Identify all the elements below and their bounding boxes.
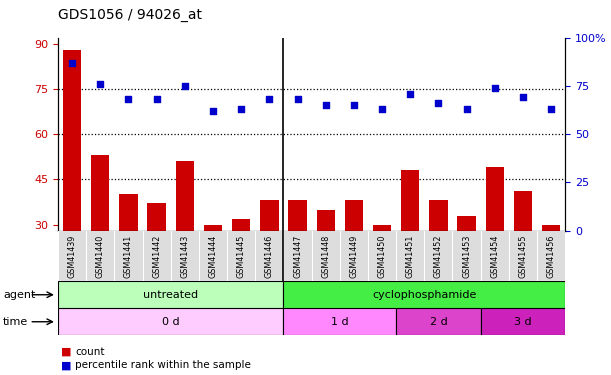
Text: GSM41455: GSM41455: [518, 235, 527, 278]
Bar: [63, 50, 81, 315]
Bar: [486, 167, 504, 315]
Point: [434, 100, 444, 106]
Text: ■: ■: [61, 347, 71, 357]
Text: GSM41442: GSM41442: [152, 235, 161, 278]
Bar: [316, 210, 335, 315]
Text: GSM41456: GSM41456: [547, 235, 555, 278]
Point: [349, 102, 359, 108]
Text: 3 d: 3 d: [514, 317, 532, 327]
Text: GSM41443: GSM41443: [180, 235, 189, 278]
Point: [152, 96, 161, 102]
Text: count: count: [75, 347, 104, 357]
Point: [67, 60, 77, 66]
Text: untreated: untreated: [143, 290, 199, 300]
Bar: [345, 201, 363, 315]
Text: GSM41446: GSM41446: [265, 235, 274, 278]
Text: time: time: [3, 317, 28, 327]
Text: GSM41445: GSM41445: [236, 235, 246, 278]
Point: [546, 106, 556, 112]
Point: [180, 83, 189, 89]
Text: 0 d: 0 d: [162, 317, 180, 327]
Bar: [288, 201, 307, 315]
Bar: [232, 219, 251, 315]
Point: [208, 108, 218, 114]
Text: GSM41449: GSM41449: [349, 235, 359, 278]
Bar: [91, 155, 109, 315]
Point: [95, 81, 105, 87]
Text: ■: ■: [61, 360, 71, 370]
Point: [236, 106, 246, 112]
Bar: [396, 308, 481, 335]
Text: GSM41453: GSM41453: [462, 235, 471, 278]
Text: agent: agent: [3, 290, 35, 300]
Text: GSM41441: GSM41441: [124, 235, 133, 278]
Text: GSM41454: GSM41454: [490, 235, 499, 278]
Bar: [58, 308, 284, 335]
Bar: [430, 201, 447, 315]
Point: [490, 85, 500, 91]
Text: GSM41448: GSM41448: [321, 235, 330, 278]
Bar: [542, 225, 560, 315]
Bar: [260, 201, 279, 315]
Bar: [284, 281, 565, 308]
Text: GSM41447: GSM41447: [293, 235, 302, 278]
Bar: [58, 281, 284, 308]
Bar: [401, 170, 419, 315]
Bar: [481, 308, 565, 335]
Text: GDS1056 / 94026_at: GDS1056 / 94026_at: [58, 9, 202, 22]
Point: [377, 106, 387, 112]
Text: GSM41440: GSM41440: [96, 235, 105, 278]
Text: GSM41451: GSM41451: [406, 235, 415, 278]
Text: cyclophosphamide: cyclophosphamide: [372, 290, 477, 300]
Point: [321, 102, 331, 108]
Bar: [147, 204, 166, 315]
Text: GSM41439: GSM41439: [68, 235, 76, 278]
Point: [265, 96, 274, 102]
Bar: [284, 308, 396, 335]
Text: 2 d: 2 d: [430, 317, 447, 327]
Bar: [176, 161, 194, 315]
Bar: [119, 194, 137, 315]
Text: percentile rank within the sample: percentile rank within the sample: [75, 360, 251, 370]
Text: 1 d: 1 d: [331, 317, 349, 327]
Point: [405, 90, 415, 96]
Point: [518, 94, 528, 100]
Bar: [204, 225, 222, 315]
Text: GSM41450: GSM41450: [378, 235, 387, 278]
Point: [123, 96, 133, 102]
Bar: [458, 216, 476, 315]
Bar: [373, 225, 391, 315]
Point: [293, 96, 302, 102]
Bar: [514, 191, 532, 315]
Point: [462, 106, 472, 112]
Text: GSM41452: GSM41452: [434, 235, 443, 278]
Text: GSM41444: GSM41444: [208, 235, 218, 278]
